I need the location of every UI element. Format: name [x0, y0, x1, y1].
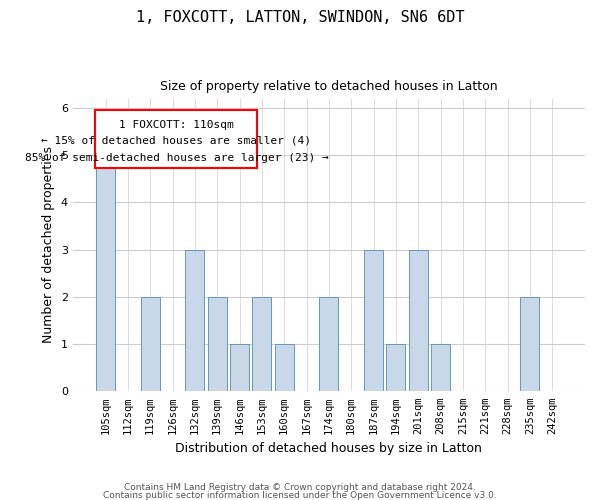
Bar — [253, 297, 271, 392]
Text: 85% of semi-detached houses are larger (23) →: 85% of semi-detached houses are larger (… — [25, 153, 328, 163]
Text: Contains public sector information licensed under the Open Government Licence v3: Contains public sector information licen… — [103, 490, 497, 500]
X-axis label: Distribution of detached houses by size in Latton: Distribution of detached houses by size … — [175, 442, 482, 455]
Bar — [386, 344, 406, 392]
Bar — [409, 250, 428, 392]
Bar — [275, 344, 293, 392]
Text: Contains HM Land Registry data © Crown copyright and database right 2024.: Contains HM Land Registry data © Crown c… — [124, 484, 476, 492]
Bar — [141, 297, 160, 392]
Bar — [95, 110, 257, 168]
Bar — [520, 297, 539, 392]
Y-axis label: Number of detached properties: Number of detached properties — [42, 146, 55, 344]
Text: ← 15% of detached houses are smaller (4): ← 15% of detached houses are smaller (4) — [41, 136, 311, 146]
Text: 1 FOXCOTT: 110sqm: 1 FOXCOTT: 110sqm — [119, 120, 234, 130]
Title: Size of property relative to detached houses in Latton: Size of property relative to detached ho… — [160, 80, 497, 93]
Bar — [364, 250, 383, 392]
Bar — [319, 297, 338, 392]
Text: 1, FOXCOTT, LATTON, SWINDON, SN6 6DT: 1, FOXCOTT, LATTON, SWINDON, SN6 6DT — [136, 10, 464, 25]
Bar — [431, 344, 450, 392]
Bar — [96, 155, 115, 392]
Bar — [230, 344, 249, 392]
Bar — [208, 297, 227, 392]
Bar — [185, 250, 205, 392]
